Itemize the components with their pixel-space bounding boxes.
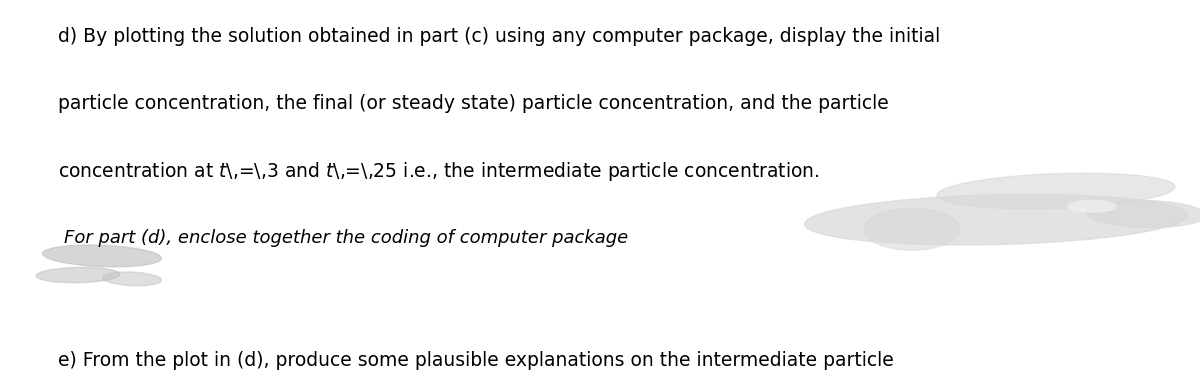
Ellipse shape (805, 194, 1187, 245)
Ellipse shape (864, 208, 960, 250)
Text: particle concentration, the final (or steady state) particle concentration, and : particle concentration, the final (or st… (58, 94, 888, 113)
Ellipse shape (1068, 201, 1116, 212)
Ellipse shape (937, 173, 1175, 209)
Ellipse shape (36, 267, 120, 283)
Ellipse shape (43, 245, 161, 267)
Text: d) By plotting the solution obtained in part (c) using any computer package, dis: d) By plotting the solution obtained in … (58, 27, 940, 46)
Text: For part (d), enclose together the coding of computer package: For part (d), enclose together the codin… (64, 229, 628, 247)
Text: e) From the plot in (d), produce some plausible explanations on the intermediate: e) From the plot in (d), produce some pl… (58, 351, 893, 371)
Text: concentration at $t$\,=\,3 and $t$\,=\,25 i.e., the intermediate particle concen: concentration at $t$\,=\,3 and $t$\,=\,2… (58, 160, 820, 183)
Ellipse shape (1086, 201, 1200, 227)
Ellipse shape (102, 272, 162, 286)
